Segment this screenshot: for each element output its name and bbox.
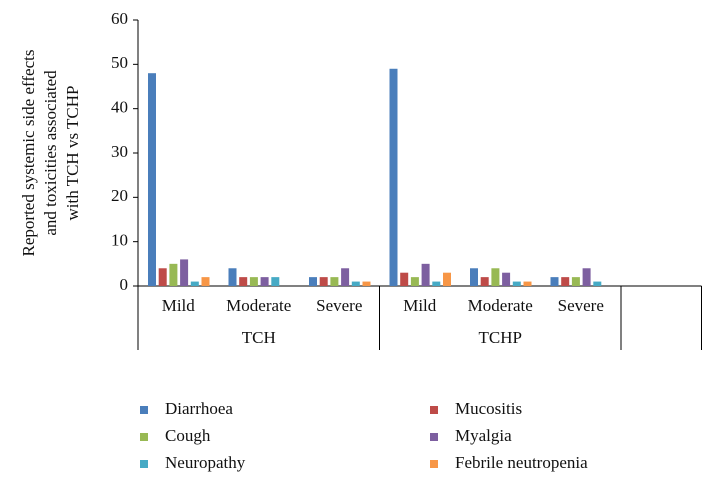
bar [400,272,409,286]
bar [148,73,156,286]
bar [158,268,167,286]
bar [169,263,178,286]
bar [432,281,441,286]
bar [201,277,210,286]
bar [319,277,328,286]
bar [180,259,189,286]
bar [550,277,559,286]
bar [523,281,532,286]
bar [512,281,521,286]
bar [271,277,280,286]
y-tick-label: 30 [111,142,128,161]
legend-marker [140,460,148,468]
x-tick-label: Severe [558,296,604,315]
legend-marker [140,433,148,441]
group-label: TCH [242,328,276,347]
legend-label: Diarrhoea [165,399,233,418]
bar [561,277,570,286]
x-tick-label: Mild [403,296,437,315]
legend-label: Febrile neutropenia [455,453,588,472]
y-tick-label: 40 [111,98,128,117]
y-tick-label: 50 [111,53,128,72]
bar [410,277,419,286]
bar [491,268,500,286]
bar [443,272,451,286]
bar [470,268,478,286]
y-tick-label: 10 [111,231,128,250]
bar [239,277,248,286]
x-tick-label: Moderate [226,296,291,315]
bar [502,272,511,286]
x-tick-label: Moderate [468,296,533,315]
y-tick-label: 0 [120,275,129,294]
bar [249,277,258,286]
bar [362,281,371,286]
x-tick-label: Mild [162,296,196,315]
y-axis-label: with TCH vs TCHP [63,86,82,221]
bar [480,277,489,286]
y-axis-label: and toxicities associated [41,70,60,236]
legend-label: Neuropathy [165,453,246,472]
bar [351,281,360,286]
bar [330,277,339,286]
legend-marker [430,460,438,468]
y-tick-label: 20 [111,186,128,205]
group-label: TCHP [479,328,522,347]
legend-label: Cough [165,426,211,445]
bar [309,277,317,286]
y-tick-label: 60 [111,9,128,28]
bar [571,277,580,286]
x-tick-label: Severe [316,296,362,315]
legend-marker [430,433,438,441]
bar [190,281,199,286]
bar [260,277,269,286]
legend-marker [430,406,438,414]
legend-label: Myalgia [455,426,512,445]
legend-marker [140,406,148,414]
bar [389,68,398,287]
bar [593,281,602,286]
legend-label: Mucositis [455,399,522,418]
bar [228,268,237,286]
bar [582,268,591,286]
bar [421,263,430,286]
bar [341,268,350,286]
y-axis-label: Reported systemic side effects [19,50,38,257]
